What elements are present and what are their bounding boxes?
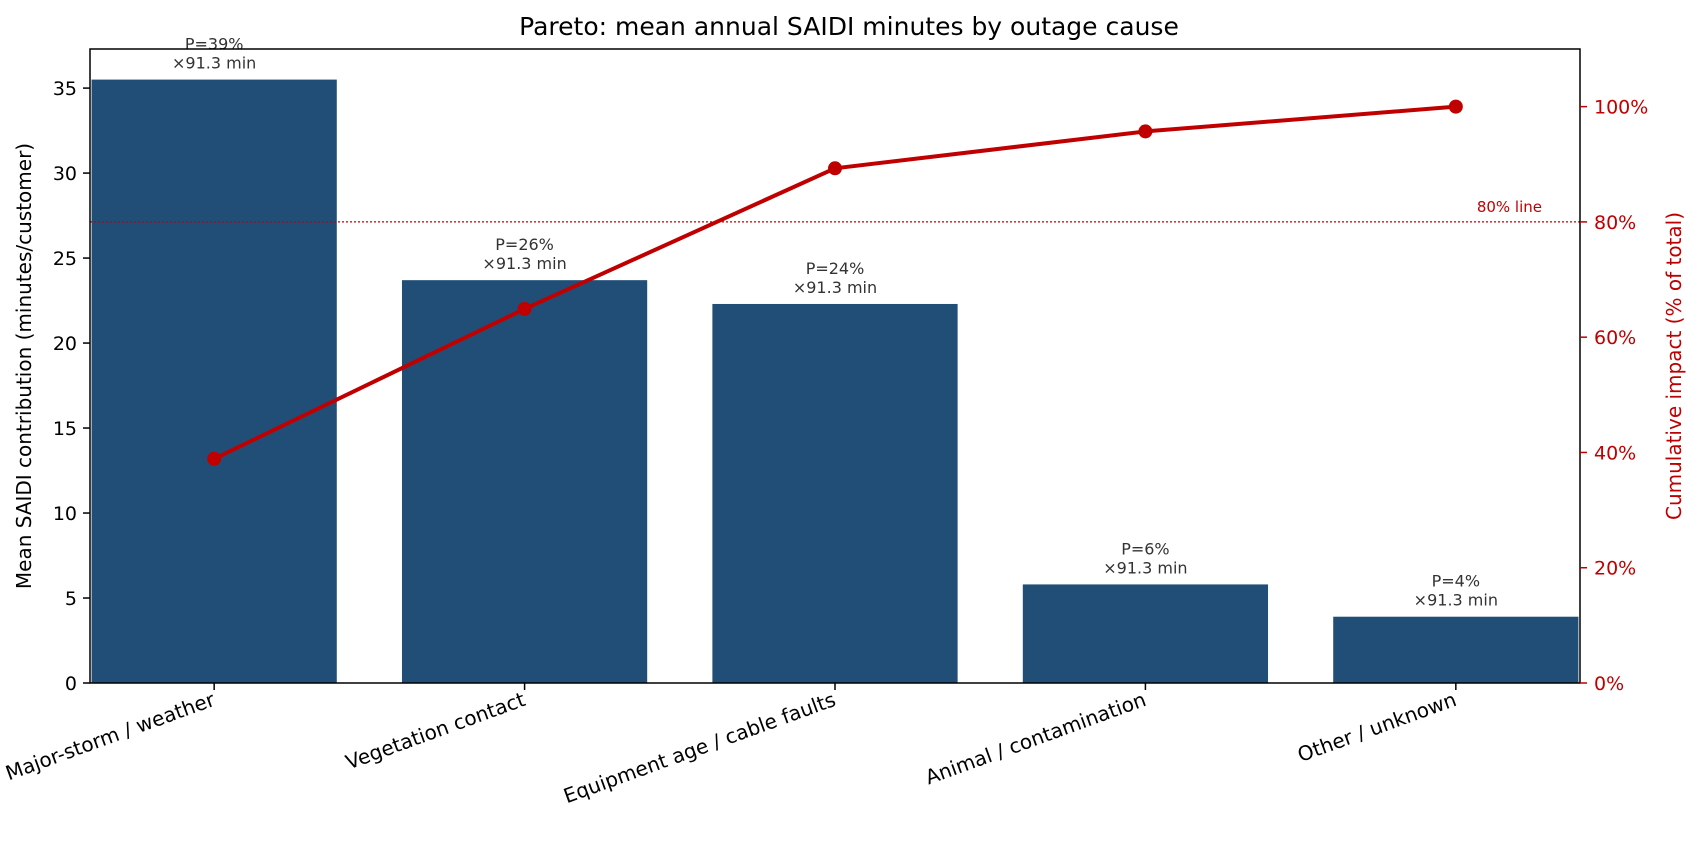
y-tick-label-left-3: 15 [53,418,77,440]
cumulative-point-0 [207,451,222,466]
bar-4 [1333,616,1579,683]
y-tick-label-left-6: 30 [53,163,77,185]
x-tick-label-4: Other / unknown [1294,687,1459,767]
y-tick-label-right-2: 40% [1594,442,1636,464]
x-tick-label-1: Vegetation contact [342,687,528,774]
y-tick-label-right-1: 20% [1594,558,1636,580]
reference-line-label: 80% line [1477,198,1542,216]
y-tick-label-left-4: 20 [53,333,77,355]
x-ticks: Major-storm / weather Vegetation contact E… [2,683,1460,808]
bar-label-3-line2: ×91.3 min [1103,558,1187,577]
y-axis-label-left: Mean SAIDI contribution (minutes/custome… [12,143,36,589]
cumulative-point-4 [1448,99,1463,114]
y-tick-label-left-5: 25 [53,248,77,270]
bar-label-3-line1: P=6% [1121,539,1169,558]
bar-label-0-line1: P=39% [185,35,244,54]
bar-label-2-line2: ×91.3 min [793,278,877,297]
reference-line-group: 80% line [90,198,1580,223]
y-tick-label-right-4: 80% [1594,212,1636,234]
x-tick-label-0: Major-storm / weather [2,687,218,785]
cumulative-point-3 [1138,124,1153,139]
bar-label-4-line1: P=4% [1432,572,1480,591]
chart-title: Pareto: mean annual SAIDI minutes by out… [519,12,1179,41]
y-tick-label-right-0: 0% [1594,673,1624,695]
y-tick-label-left-7: 35 [53,78,77,100]
bar-series [91,79,1579,684]
bar-label-1-line1: P=26% [495,235,554,254]
cumulative-point-2 [828,161,842,176]
x-tick-label-3: Animal / contamination [922,687,1149,789]
bar-label-0-line2: ×91.3 min [172,54,256,73]
bar-1 [401,280,648,683]
y-tick-label-left-1: 5 [65,588,77,610]
bar-label-2-line1: P=24% [806,259,865,278]
x-tick-label-2: Equipment age / cable faults [560,687,838,808]
y-tick-label-left-2: 10 [53,503,77,525]
bar-2 [712,303,958,683]
right-y-ticks: 0% 20% 40% 60% 80% 100% [1580,97,1648,695]
cumulative-point-1 [517,301,532,316]
bar-3 [1022,584,1269,683]
y-tick-label-left-0: 0 [65,673,77,695]
y-tick-label-right-5: 100% [1594,97,1648,119]
y-tick-label-right-3: 60% [1594,327,1636,349]
bar-0 [91,79,337,684]
bar-label-1-line2: ×91.3 min [482,254,566,273]
left-y-ticks: 0 5 10 15 20 25 30 35 [53,78,90,695]
y-axis-label-right: Cumulative impact (% of total) [1662,212,1686,520]
bar-label-4-line2: ×91.3 min [1414,591,1498,610]
cumulative-line-series [207,99,1463,466]
